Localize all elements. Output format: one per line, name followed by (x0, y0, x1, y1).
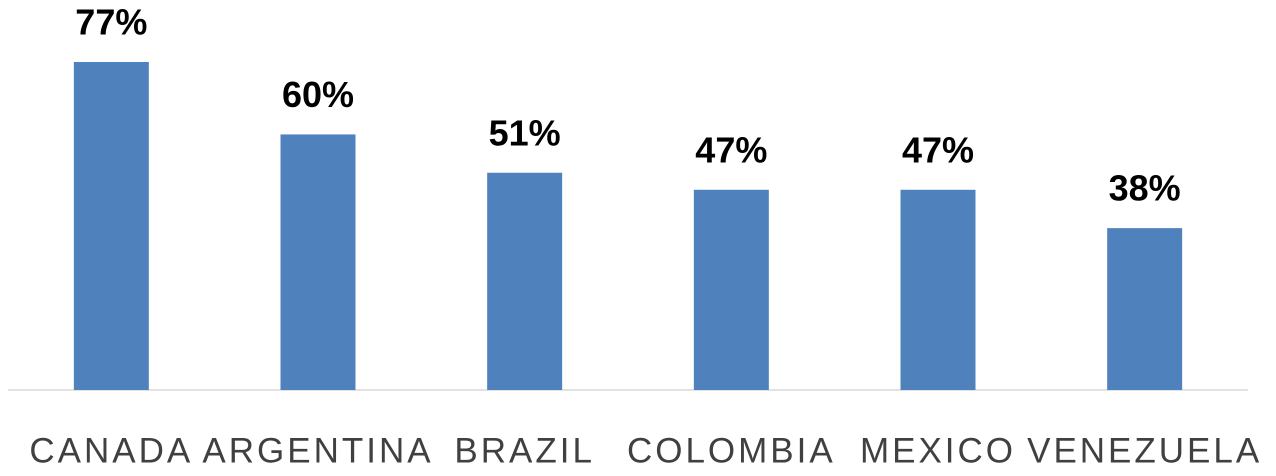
data-label: 47% (902, 129, 974, 170)
bar (280, 134, 356, 390)
x-tick-label: MEXICO (860, 431, 1016, 470)
bar (73, 62, 149, 390)
bar (693, 189, 769, 390)
data-label: 38% (1109, 168, 1181, 209)
bar (900, 189, 976, 390)
x-tick-label: BRAZIL (454, 431, 595, 470)
bar (487, 172, 563, 390)
x-tick-label: COLOMBIA (627, 431, 836, 470)
data-label: 60% (282, 74, 354, 115)
x-tick-label: VENEZUELA (1027, 431, 1262, 470)
bar (1107, 228, 1183, 390)
data-label: 51% (489, 112, 561, 153)
data-label: 77% (75, 2, 147, 43)
x-tick-label: ARGENTINA (202, 431, 433, 470)
x-tick-label: CANADA (29, 431, 193, 470)
data-label: 47% (695, 129, 767, 170)
